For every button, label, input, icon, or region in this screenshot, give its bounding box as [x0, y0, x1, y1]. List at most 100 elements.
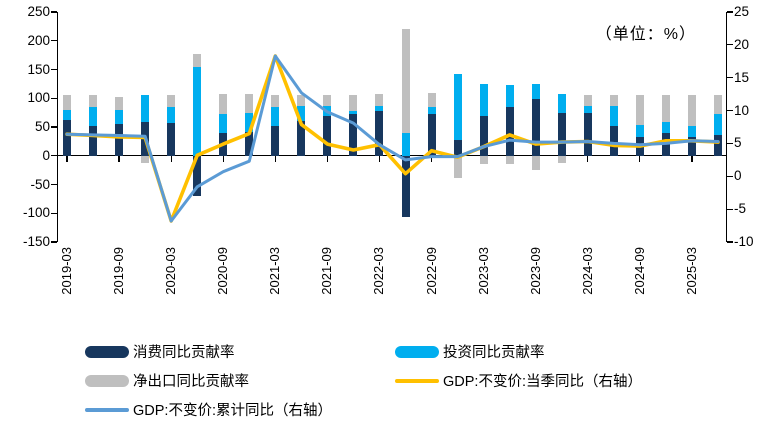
left-axis-tick-label: -50 [30, 176, 50, 192]
bar-segment-net-exports [167, 95, 176, 108]
bar-segment-net-exports [375, 94, 384, 106]
right-axis-spine [726, 12, 728, 242]
left-axis-tick-label: -150 [22, 234, 50, 249]
unit-label: （单位：%） [595, 26, 696, 43]
bar-segment-consumption [323, 116, 332, 156]
bar-segment-consumption [219, 133, 228, 156]
left-axis-tick-label: 0 [42, 147, 50, 163]
bar-segment-investment [557, 93, 566, 113]
bar-segment-investment [271, 107, 280, 127]
bar-segment-net-exports [557, 155, 566, 164]
bar-segment-investment [297, 105, 306, 122]
right-axis-tick [727, 175, 733, 177]
right-axis-tick-label: 15 [734, 69, 750, 85]
left-axis-tick [51, 126, 57, 128]
bar-segment-consumption [635, 136, 644, 156]
x-axis-tick [326, 155, 328, 162]
gdp-cumulative-yoy-line [65, 54, 720, 223]
legend-swatch-bar [85, 345, 129, 358]
legend-item-5: GDP:不变价:累计同比（右轴） [85, 401, 332, 419]
right-axis-tick [727, 241, 733, 243]
x-axis-tick [170, 155, 172, 162]
legend-swatch-bar [395, 345, 439, 358]
right-axis-tick-label: 25 [734, 4, 750, 19]
bar-segment-net-exports [661, 95, 670, 123]
left-axis-tick-label: 100 [27, 90, 50, 106]
x-axis-tick [639, 155, 641, 162]
left-axis-tick-label: 150 [27, 61, 50, 77]
legend-item-2: 投资同比贡献率 [395, 343, 545, 361]
bar-segment-net-exports [245, 94, 254, 113]
left-axis-tick-label: 50 [34, 119, 50, 134]
bar-segment-investment [375, 105, 384, 111]
bar-segment-consumption [505, 107, 514, 156]
bar-segment-investment [609, 105, 618, 127]
bar-segment-consumption [245, 131, 254, 156]
left-axis-tick [51, 212, 57, 214]
x-axis-tick [587, 155, 589, 162]
right-axis-tick [727, 109, 733, 112]
right-axis-tick-label: -5 [734, 201, 747, 217]
x-axis-tick-label: 2024-09 [631, 247, 647, 295]
x-axis-tick [378, 155, 381, 162]
x-axis-tick-label: 2019-09 [111, 247, 127, 295]
bar-segment-investment [427, 107, 436, 114]
x-axis-tick-label: 2022-03 [371, 247, 387, 295]
bar-segment-investment [505, 85, 514, 108]
bar-segment-consumption [557, 112, 566, 156]
bar-segment-investment [687, 125, 696, 138]
bar-segment-net-exports [609, 94, 618, 106]
x-axis-tick [118, 155, 120, 162]
bar-segment-net-exports [115, 97, 124, 111]
gdp-quarterly-yoy-line [65, 54, 720, 223]
bar-segment-investment [531, 84, 540, 99]
left-axis-tick-label: -100 [22, 205, 50, 221]
bar-segment-consumption [714, 135, 722, 156]
bar-segment-investment [323, 106, 332, 117]
x-axis-tick-label: 2021-09 [319, 247, 335, 295]
left-axis-tick [51, 40, 57, 42]
bar-segment-consumption [401, 155, 410, 218]
bar-segment-consumption [193, 155, 202, 196]
bar-segment-consumption [609, 126, 618, 156]
bar-segment-consumption [687, 137, 696, 156]
x-axis-tick [691, 155, 693, 162]
bar-segment-net-exports [401, 29, 410, 133]
bar-segment-net-exports [271, 95, 280, 108]
x-axis-tick [430, 155, 433, 162]
bar-segment-investment [714, 114, 722, 136]
bar-segment-consumption [375, 110, 384, 156]
bar-segment-consumption [89, 125, 98, 156]
right-axis-tick-label: 20 [734, 36, 750, 52]
bar-segment-net-exports [531, 155, 540, 171]
bar-segment-investment [635, 124, 644, 137]
bar-segment-investment [401, 132, 410, 156]
bar-segment-investment [479, 84, 488, 117]
bar-segment-consumption [479, 116, 488, 156]
x-axis-tick-label: 2022-09 [423, 247, 439, 295]
right-axis-tick-label: 0 [734, 168, 742, 184]
legend-item-4: GDP:不变价:当季同比（右轴） [395, 372, 642, 390]
right-axis-tick [727, 142, 733, 145]
bar-segment-consumption [63, 120, 71, 156]
bar-segment-consumption [141, 121, 150, 156]
bar-segment-net-exports [219, 94, 228, 115]
bar-segment-net-exports [479, 155, 488, 164]
bar-segment-investment [661, 122, 670, 134]
bar-segment-consumption [297, 121, 306, 156]
left-axis-tick [51, 97, 57, 99]
x-axis-tick-label: 2025-03 [683, 247, 699, 295]
bar-segment-investment [193, 66, 202, 156]
bar-segment-investment [583, 105, 592, 113]
bar-segment-consumption [167, 122, 176, 156]
bar-segment-net-exports [583, 94, 592, 106]
left-axis-tick [51, 68, 57, 71]
bar-segment-consumption [427, 113, 436, 156]
legend-label: GDP:不变价:累计同比（右轴） [133, 403, 332, 419]
bar-segment-net-exports [505, 155, 514, 164]
legend-swatch-line [85, 407, 129, 412]
bar-segment-net-exports [687, 94, 696, 126]
bar-segment-net-exports [323, 95, 332, 107]
x-axis-tick-label: 2021-03 [267, 247, 283, 295]
left-axis-tick-label: 250 [27, 4, 50, 19]
